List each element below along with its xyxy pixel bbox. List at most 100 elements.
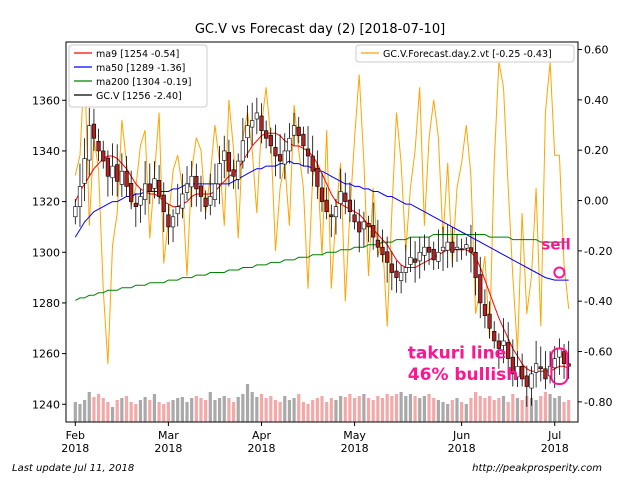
- candle-body: [291, 125, 297, 136]
- volume-bar: [483, 398, 487, 422]
- volume-bar: [283, 396, 287, 422]
- volume-bar: [366, 398, 371, 422]
- candle-body: [282, 150, 287, 165]
- candle-body: [412, 258, 418, 263]
- volume-bar: [371, 400, 375, 422]
- candle-body: [319, 187, 325, 202]
- x-tick-label: Mar: [158, 429, 179, 442]
- volume-bar: [543, 392, 548, 422]
- candle-body: [222, 150, 227, 161]
- volume-bar: [501, 396, 506, 422]
- candle-body: [161, 194, 166, 213]
- x-tick-year-label: 2018: [448, 442, 476, 455]
- volume-bar: [297, 394, 301, 422]
- volume-bar: [171, 400, 175, 422]
- volume-bar: [287, 400, 292, 422]
- chart-title: GC.V vs Forecast day (2) [2018-07-10]: [195, 22, 445, 37]
- volume-bar: [185, 402, 189, 422]
- candle-body: [87, 125, 92, 161]
- candle-body: [82, 158, 87, 184]
- volume-bar: [343, 397, 347, 422]
- volume-bar: [385, 394, 389, 422]
- annotation-bullish: 46% bullish: [408, 365, 519, 385]
- volume-bar: [539, 396, 543, 422]
- volume-bar: [315, 398, 319, 422]
- x-tick-label: Apr: [252, 429, 272, 442]
- y-right-tick-label: 0.20: [584, 144, 609, 157]
- candle-body: [77, 186, 83, 207]
- volume-bar: [380, 398, 385, 422]
- volume-bar: [87, 392, 91, 422]
- y-left-tick-label: 1280: [32, 297, 60, 310]
- candle-body: [440, 246, 446, 252]
- candle-body: [184, 183, 190, 193]
- volume-bar: [245, 384, 250, 422]
- candle-body: [315, 167, 320, 187]
- candle-body: [422, 246, 427, 256]
- candle-body: [105, 157, 110, 177]
- y-left-tick-label: 1360: [32, 94, 60, 107]
- volume-bar: [101, 398, 105, 422]
- candle-body: [496, 340, 501, 349]
- volume-bar: [96, 394, 101, 422]
- candle-body: [203, 197, 208, 207]
- candle-body: [389, 263, 394, 273]
- footer-last-update: Last update Jul 11, 2018: [12, 463, 135, 474]
- candle-body: [96, 141, 101, 152]
- annotation-sell: sell: [541, 236, 570, 254]
- annotation-takuri-marker: [550, 347, 569, 385]
- candle-body: [152, 178, 157, 189]
- candle-body: [333, 206, 339, 218]
- candle-body: [361, 221, 366, 230]
- volume-bar: [450, 400, 454, 422]
- volume-bar: [176, 398, 180, 422]
- y-left-tick-label: 1340: [32, 145, 60, 158]
- y-right-tick-label: -0.60: [584, 346, 612, 359]
- volume-bar: [190, 398, 194, 422]
- volume-bar: [92, 397, 96, 422]
- candle-body: [417, 251, 422, 262]
- candle-body: [156, 180, 162, 197]
- legend-left-label: ma9 [1254 -0.54]: [96, 49, 179, 60]
- candle-body: [166, 214, 171, 228]
- volume-bar: [511, 394, 515, 422]
- candle-body: [138, 196, 143, 206]
- volume-bar: [399, 392, 403, 422]
- volume-bar: [474, 392, 478, 422]
- volume-bar: [222, 396, 226, 422]
- candle-body: [478, 274, 483, 304]
- candle-body: [520, 365, 525, 380]
- candle-body: [468, 247, 474, 253]
- candle-body: [194, 175, 199, 190]
- candle-body: [217, 163, 222, 185]
- candle-body: [338, 191, 343, 204]
- volume-bar: [446, 404, 450, 422]
- candle-body: [208, 196, 213, 206]
- candle-body: [305, 148, 311, 157]
- candle-body: [124, 170, 129, 187]
- volume-bar: [148, 400, 152, 422]
- volume-bar: [306, 404, 310, 422]
- volume-bar: [208, 392, 212, 422]
- volume-bar: [162, 404, 166, 422]
- volume-bar: [427, 394, 431, 422]
- volume-bar: [124, 396, 129, 422]
- volume-bar: [218, 398, 222, 422]
- volume-bar: [213, 400, 217, 422]
- volume-bar: [115, 400, 119, 422]
- candle-body: [212, 183, 218, 200]
- candle-body: [552, 358, 557, 369]
- candle-body: [231, 169, 236, 177]
- volume-bar: [432, 398, 436, 422]
- candle-body: [482, 304, 488, 316]
- volume-bar: [250, 392, 254, 422]
- volume-bar: [357, 396, 361, 422]
- annotation-takuri: takuri line: [408, 344, 506, 364]
- candle-body: [189, 175, 194, 188]
- volume-bar: [180, 397, 184, 422]
- legend-left-label: GC.V [1256 -2.40]: [96, 91, 182, 102]
- volume-bar: [362, 394, 366, 422]
- candle-body: [143, 183, 148, 200]
- candle-body: [501, 340, 506, 346]
- candle-body: [408, 257, 413, 265]
